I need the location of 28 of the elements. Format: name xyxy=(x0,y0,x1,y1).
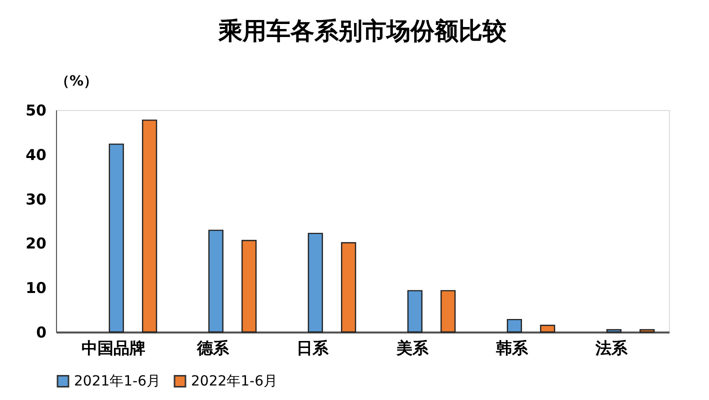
bar xyxy=(108,144,124,333)
bar xyxy=(440,290,456,333)
y-tick-label: 40 xyxy=(26,146,46,164)
bar xyxy=(208,230,224,333)
legend-label: 2021年1-6月 xyxy=(74,373,160,390)
chart-title: 乘用车各系别市场份额比较 xyxy=(218,17,508,45)
bar xyxy=(407,290,422,333)
bar xyxy=(606,329,622,333)
bar xyxy=(640,329,655,333)
y-tick-label: 30 xyxy=(26,190,46,208)
y-axis-title: （%） xyxy=(55,74,98,90)
bar xyxy=(341,242,356,333)
y-tick-label: 20 xyxy=(26,234,46,253)
bar xyxy=(540,324,556,333)
legend-label: 2022年1-6月 xyxy=(191,373,278,390)
y-tick-label: 0 xyxy=(36,324,46,342)
y-tick-label: 10 xyxy=(26,279,46,298)
bar xyxy=(308,232,323,333)
bar xyxy=(142,120,158,333)
x-tick-label: 法系 xyxy=(594,338,628,358)
x-tick-label: 中国品牌 xyxy=(82,338,146,358)
bar xyxy=(241,240,257,333)
x-tick-label: 韩系 xyxy=(494,338,529,358)
x-tick-label: 德系 xyxy=(196,338,230,358)
y-tick-label: 50 xyxy=(26,102,46,120)
bar xyxy=(506,318,522,333)
x-tick-label: 美系 xyxy=(395,338,430,358)
x-tick-label: 日系 xyxy=(296,338,330,358)
